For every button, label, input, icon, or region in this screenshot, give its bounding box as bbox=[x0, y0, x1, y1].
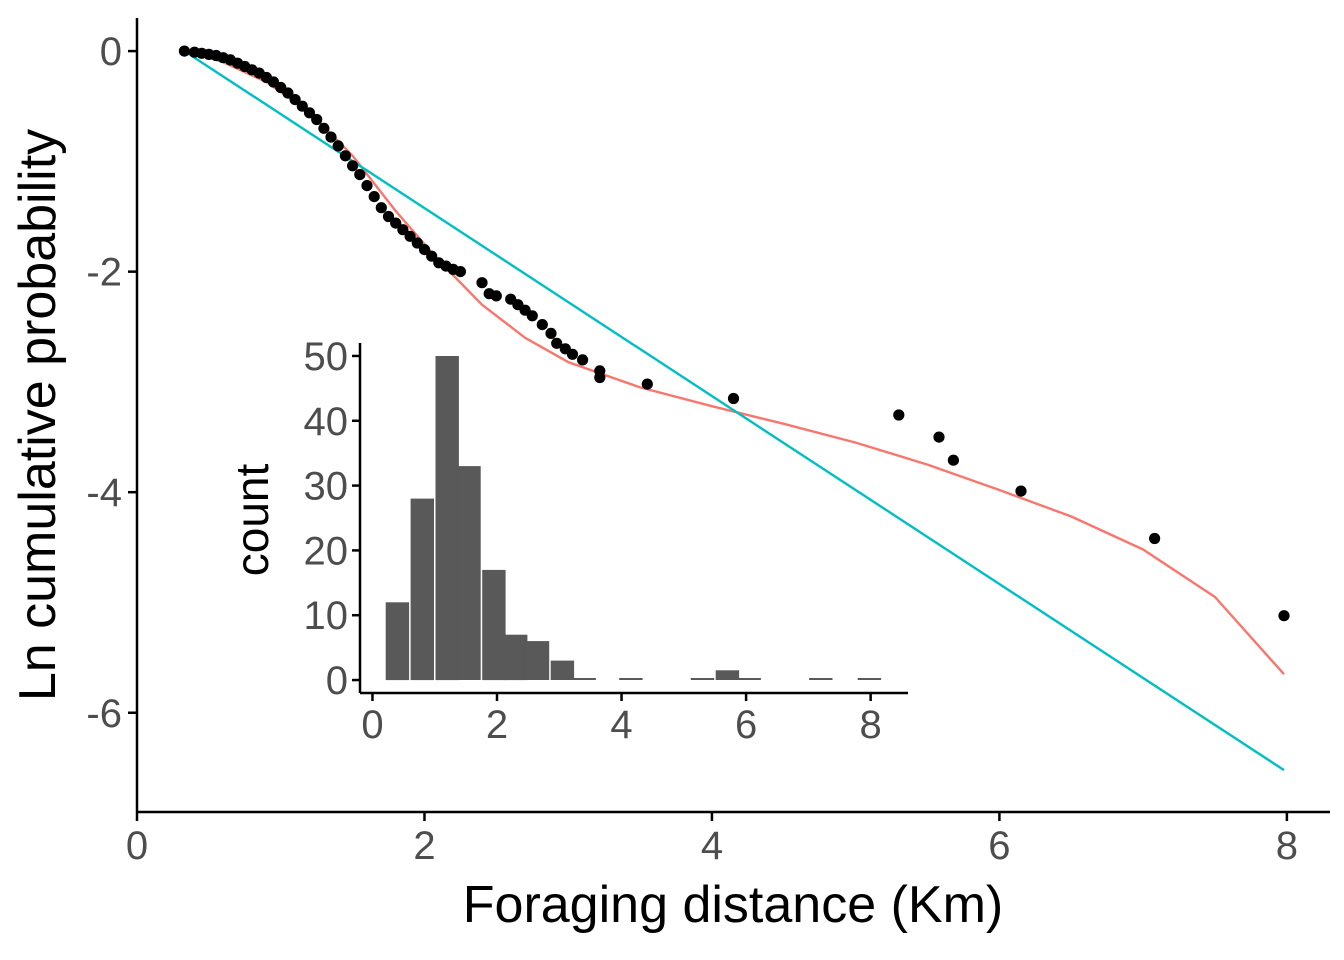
data-point bbox=[332, 140, 344, 152]
data-point bbox=[390, 217, 402, 229]
main-x-tick-label: 0 bbox=[126, 824, 148, 868]
histogram-bar bbox=[572, 678, 596, 680]
inset-y-tick-label: 0 bbox=[326, 659, 348, 703]
data-point bbox=[296, 100, 308, 112]
histogram-bar bbox=[715, 670, 740, 680]
data-point bbox=[397, 224, 409, 236]
main-marks bbox=[178, 45, 1290, 772]
data-point bbox=[375, 202, 387, 214]
histogram-bar bbox=[457, 466, 481, 680]
data-point bbox=[476, 277, 488, 289]
data-point bbox=[1015, 485, 1027, 497]
data-point bbox=[566, 348, 579, 360]
inset-y-tick-label: 20 bbox=[304, 529, 349, 573]
data-point bbox=[325, 131, 337, 143]
data-point bbox=[594, 371, 606, 384]
data-point bbox=[536, 319, 548, 331]
data-point bbox=[178, 45, 190, 57]
red-fit-line bbox=[186, 49, 1285, 675]
inset-x-tick-label: 4 bbox=[610, 703, 632, 747]
main-x-tick-label: 4 bbox=[701, 824, 723, 868]
data-point bbox=[311, 113, 323, 126]
data-point bbox=[318, 122, 330, 134]
main-y-tick-label: -6 bbox=[86, 692, 122, 736]
inset-y-axis-title: count bbox=[226, 464, 278, 577]
data-point bbox=[641, 378, 653, 390]
inset-x-tick-label: 8 bbox=[860, 703, 882, 747]
data-point bbox=[1149, 532, 1161, 545]
histogram-bar bbox=[385, 602, 410, 681]
main-x-tick-label: 6 bbox=[988, 824, 1010, 868]
data-point bbox=[418, 244, 431, 256]
data-point bbox=[361, 180, 373, 192]
histogram-bar bbox=[809, 678, 833, 680]
inset-y-tick-label: 10 bbox=[304, 594, 349, 638]
main-y-tick-label: 0 bbox=[100, 30, 122, 74]
data-point bbox=[347, 160, 359, 172]
histogram-bar bbox=[737, 678, 761, 680]
data-point bbox=[545, 327, 557, 339]
cyan-fit-line bbox=[183, 50, 1285, 772]
inset-y-tick-label: 50 bbox=[304, 335, 349, 379]
inset-y-tick-label: 40 bbox=[304, 400, 349, 444]
data-point bbox=[893, 409, 905, 421]
inset-histogram: 0 2 4 6 8 0 10 20 30 40 50 bbox=[304, 335, 908, 747]
inset-x-tick-label: 6 bbox=[735, 703, 757, 747]
data-point bbox=[303, 107, 316, 119]
data-point bbox=[526, 310, 538, 322]
histogram-bar bbox=[410, 498, 434, 681]
histogram-bar bbox=[690, 678, 715, 680]
data-point bbox=[577, 354, 589, 366]
data-point bbox=[727, 392, 740, 405]
histogram-bar bbox=[504, 634, 528, 681]
data-point bbox=[339, 150, 351, 162]
histogram-bar bbox=[482, 569, 506, 681]
main-y-tick-label: -2 bbox=[86, 251, 122, 295]
inset-x-tick-label: 2 bbox=[486, 703, 508, 747]
inset-x-tick-label: 0 bbox=[361, 703, 383, 747]
data-point bbox=[551, 337, 563, 349]
data-point bbox=[933, 431, 945, 443]
data-point bbox=[354, 169, 366, 181]
inset-y-tick-label: 30 bbox=[304, 465, 349, 509]
main-x-tick-label: 8 bbox=[1276, 824, 1298, 868]
histogram-bar bbox=[435, 356, 459, 681]
data-point bbox=[289, 94, 301, 106]
main-x-axis-title: Foraging distance (Km) bbox=[463, 876, 1003, 934]
data-point bbox=[490, 290, 502, 302]
main-y-axis-title: Ln cumulative probability bbox=[9, 129, 67, 701]
data-point bbox=[411, 237, 423, 249]
data-point bbox=[454, 266, 466, 278]
histogram-bar bbox=[550, 660, 575, 680]
data-point bbox=[368, 191, 380, 203]
data-point bbox=[382, 210, 395, 223]
data-point bbox=[947, 454, 960, 466]
main-y-tick-label: -4 bbox=[86, 471, 122, 515]
data-point bbox=[1278, 610, 1290, 622]
histogram-bar bbox=[525, 641, 550, 680]
histogram-bar bbox=[619, 678, 643, 680]
data-point bbox=[404, 230, 416, 242]
data-point bbox=[426, 250, 438, 262]
main-axes: 0 2 4 6 8 0 -2 -4 -6 bbox=[86, 18, 1330, 868]
histogram-bar bbox=[857, 678, 882, 680]
main-x-tick-label: 2 bbox=[413, 824, 435, 868]
data-point bbox=[282, 87, 294, 99]
